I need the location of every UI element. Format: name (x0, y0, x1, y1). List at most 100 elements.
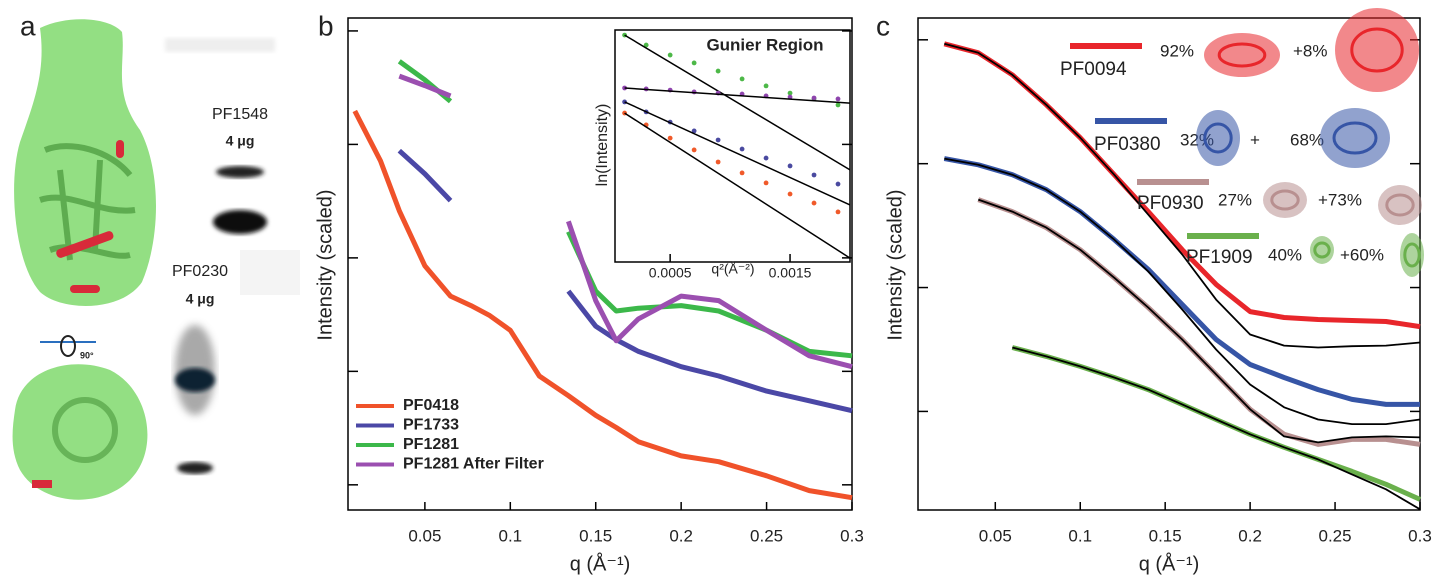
panel-label: b (318, 10, 334, 41)
gel-band (213, 210, 267, 234)
legend-label: PF0930 (1137, 193, 1204, 214)
legend-swatch (1070, 43, 1142, 49)
data-point (667, 135, 673, 141)
gel-band (175, 368, 215, 392)
composition-label: +60% (1340, 245, 1384, 264)
composition-label: 68% (1290, 130, 1324, 149)
gel-background (240, 250, 300, 295)
x-tick-label: 0.2 (669, 526, 693, 545)
y-axis-label: Intensity (scaled) (314, 189, 336, 340)
legend-label: PF0380 (1094, 134, 1161, 155)
helix (116, 140, 124, 158)
data-point (715, 137, 721, 143)
data-point (811, 172, 817, 178)
fit-line (624, 34, 851, 171)
data-point (715, 159, 721, 165)
data-point (739, 76, 745, 82)
data-point (787, 94, 793, 100)
ribbon (39, 143, 136, 261)
panel-label: a (20, 10, 36, 41)
helix (56, 231, 114, 258)
structure-icon (1270, 189, 1300, 211)
rotation-arrow (60, 335, 76, 357)
helix (70, 285, 100, 293)
data-line (397, 59, 853, 359)
fit-line (944, 42, 1421, 349)
data-point (763, 180, 769, 186)
x-tick-label: 0.3 (840, 526, 864, 545)
composition-label: 27% (1218, 190, 1252, 209)
data-line (398, 73, 853, 370)
y-axis-label: Intensity (scaled) (884, 189, 906, 340)
x-tick-label: 0.25 (750, 526, 783, 545)
fit-line (978, 198, 1421, 444)
structure-icon (1320, 108, 1390, 168)
x-axis-label: q²(Å⁻²) (711, 261, 754, 277)
data-point (787, 163, 793, 169)
gel-amount: 4 μg (226, 133, 255, 149)
data-point (643, 42, 649, 48)
gel-well (165, 38, 275, 52)
fit-line (624, 87, 851, 104)
legend-swatch (1095, 118, 1167, 124)
structure-icon (1310, 236, 1334, 264)
data-point (691, 60, 697, 66)
structure-icon (1403, 242, 1421, 268)
data-point (787, 191, 793, 197)
composition-label: +8% (1293, 41, 1328, 60)
structure-icon (1313, 241, 1331, 259)
structure-icon (1385, 193, 1415, 217)
structure-icon (1332, 121, 1378, 155)
plot-area (347, 17, 853, 511)
x-axis-label: q (Å⁻¹) (570, 552, 631, 575)
structure-icon (1378, 185, 1422, 225)
x-tick-label: 0.3 (1408, 526, 1432, 545)
data-point (835, 181, 841, 187)
x-tick-label: 0.15 (1149, 526, 1182, 545)
helix (32, 480, 52, 488)
legend-label: PF0418 (403, 397, 459, 414)
legend-swatch (1137, 179, 1209, 185)
structure-icon (1400, 233, 1424, 277)
x-tick-label: 0.05 (979, 526, 1012, 545)
plot-area (614, 29, 851, 263)
legend-label: PF1281 (403, 436, 459, 453)
data-point (763, 83, 769, 89)
legend-label: PF1733 (403, 417, 459, 434)
data-point (835, 102, 841, 108)
data-point (787, 90, 793, 96)
legend-swatch (1187, 233, 1259, 239)
x-tick-label: 0.1 (1068, 526, 1092, 545)
x-tick-label: 0.2 (1238, 526, 1262, 545)
structure-icon (1196, 110, 1240, 166)
fit-line (624, 112, 851, 259)
data-point (715, 68, 721, 74)
gel-band (216, 166, 264, 178)
x-tick-label: 0.05 (408, 526, 441, 545)
data-point (691, 147, 697, 153)
inset-title: Gunier Region (706, 35, 823, 54)
data-point (691, 128, 697, 134)
composition-label: +73% (1318, 190, 1362, 209)
x-axis-label: q (Å⁻¹) (1139, 552, 1200, 575)
envelope-top (14, 19, 157, 306)
legend-label: PF1909 (1186, 247, 1253, 268)
fit-line (1012, 346, 1421, 511)
structure-icon (1263, 182, 1307, 218)
structure-icon (1204, 33, 1280, 77)
data-point (763, 155, 769, 161)
composition-label: + (1250, 130, 1260, 149)
structure-icon (1203, 122, 1233, 154)
panel-label: c (876, 10, 890, 41)
composition-label: 92% (1160, 41, 1194, 60)
x-tick-label: 0.25 (1319, 526, 1352, 545)
data-point (622, 85, 627, 91)
x-tick-label: 0.1 (498, 526, 522, 545)
x-tick-label: 0.0005 (649, 265, 692, 281)
envelope-bottom (12, 364, 148, 500)
data-line (943, 41, 1421, 330)
gel-name: PF0230 (172, 263, 228, 280)
fit-line (944, 157, 1421, 425)
x-tick-label: 0.15 (579, 526, 612, 545)
